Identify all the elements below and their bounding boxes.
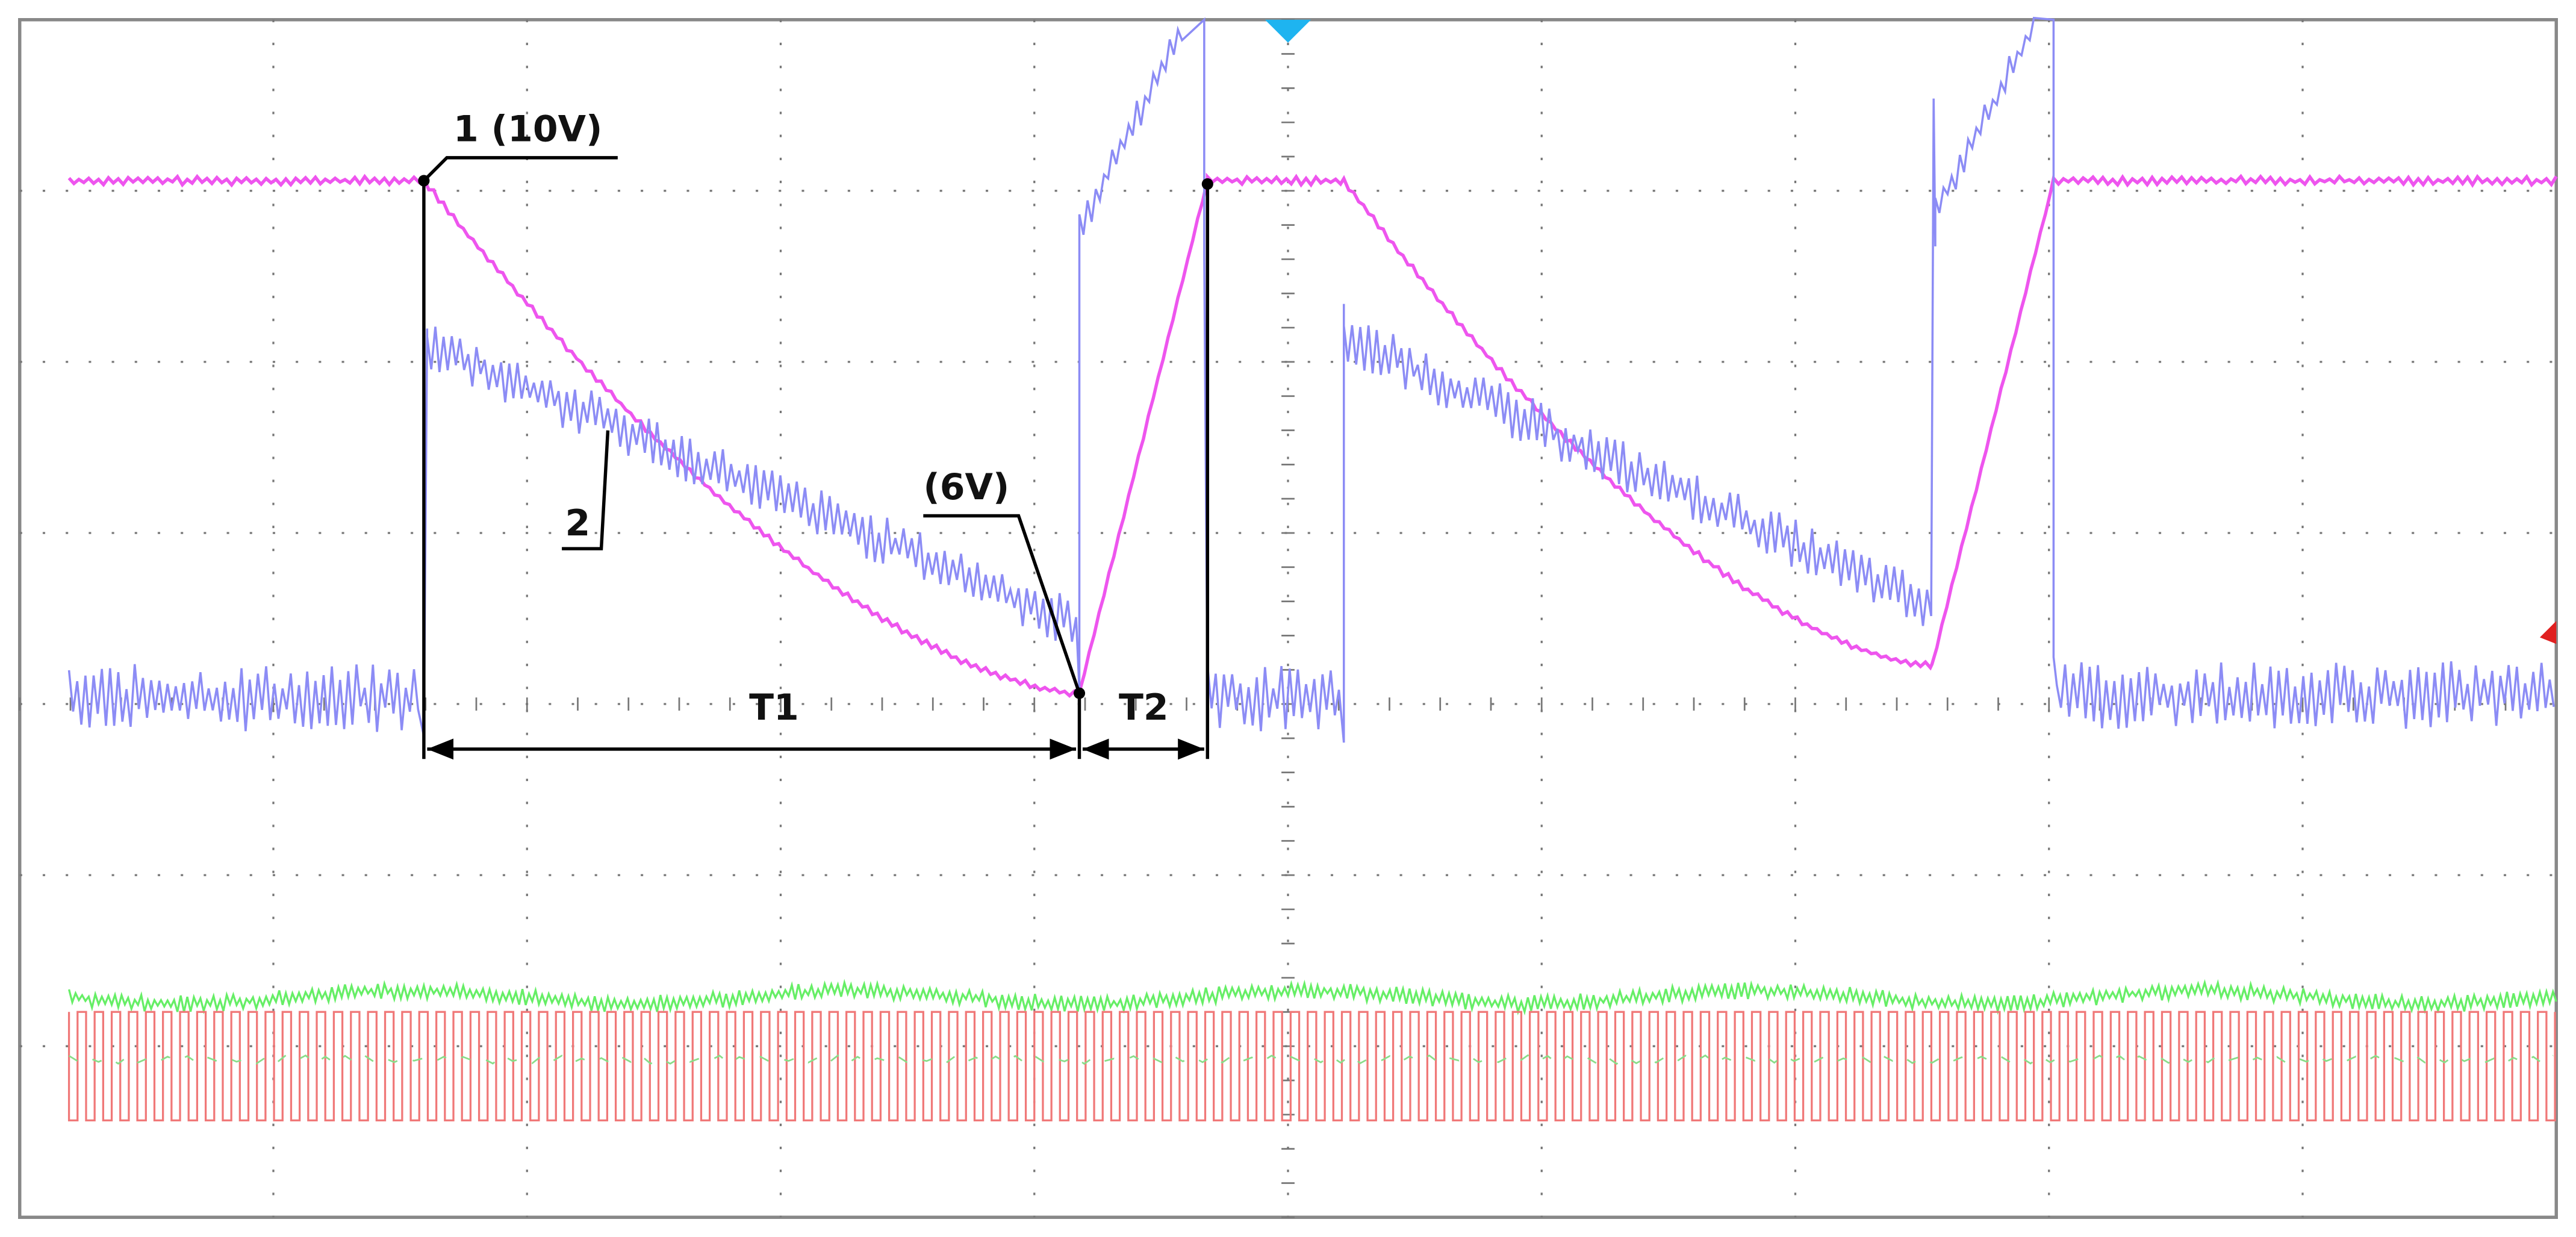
leader-line bbox=[923, 514, 1081, 694]
waveforms bbox=[67, 16, 2558, 1121]
channel-1-trace bbox=[67, 172, 2558, 698]
channel-2-trace bbox=[67, 16, 2555, 743]
channel-4-trace bbox=[67, 1011, 2556, 1121]
t1-label: T1 bbox=[749, 687, 799, 729]
t2-label: T2 bbox=[1119, 687, 1169, 729]
marker-dot bbox=[1073, 687, 1086, 699]
annotations: 1 (10V) 2 (6V) T1 T2 bbox=[418, 108, 1213, 760]
ch1-label: 1 (10V) bbox=[453, 108, 602, 151]
ch2-label: 2 bbox=[565, 502, 591, 544]
marker-dot bbox=[418, 175, 430, 187]
leader-line bbox=[422, 156, 618, 182]
leader-line bbox=[562, 430, 610, 550]
channel-3-trace bbox=[68, 979, 2557, 1016]
min-voltage-label: (6V) bbox=[923, 466, 1009, 508]
trigger-marker bbox=[1265, 19, 1311, 43]
grid bbox=[19, 19, 2557, 1218]
level-marker bbox=[2539, 621, 2557, 644]
channel-3-ripple bbox=[68, 1054, 2554, 1065]
marker-dot bbox=[1201, 178, 1213, 190]
